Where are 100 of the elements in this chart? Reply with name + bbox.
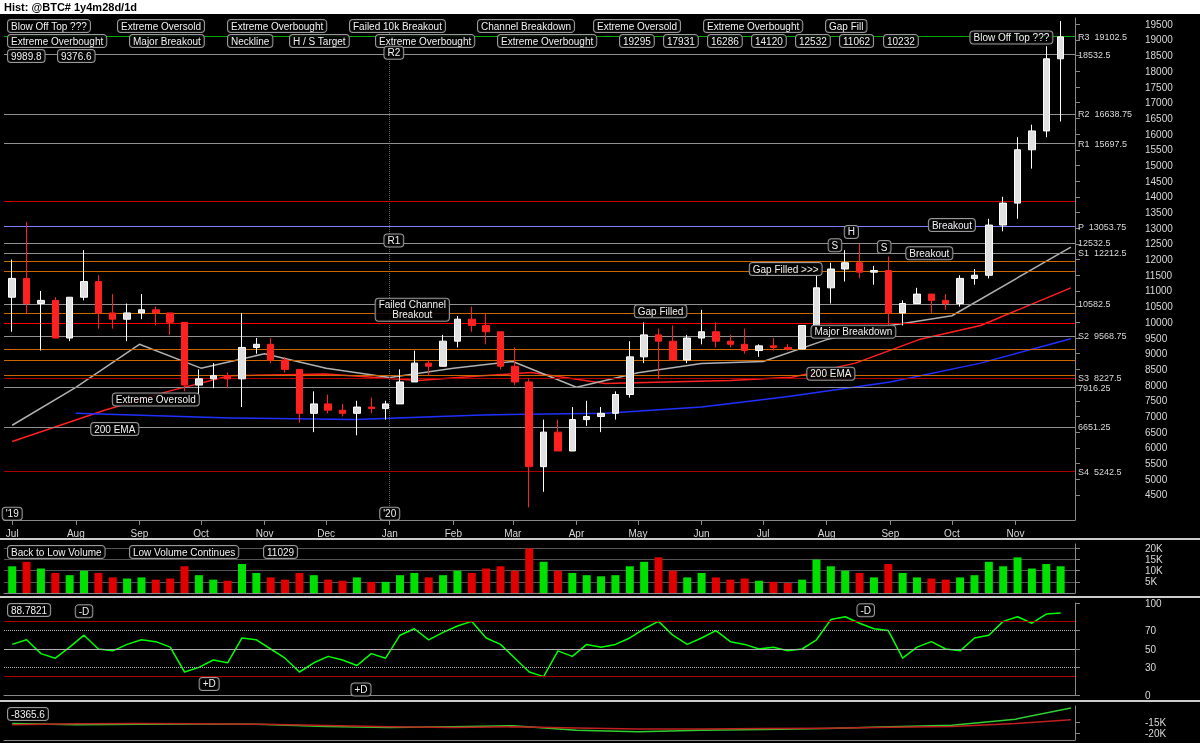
y-tick-label: 13000	[1145, 222, 1174, 234]
y-tick-label: 15000	[1145, 159, 1174, 171]
ref-line-label: 7916.25	[1078, 382, 1111, 393]
annotation: 11029	[267, 546, 295, 558]
annotation: Blow Off Top ???	[973, 31, 1050, 43]
annotation: Back to Low Volume	[11, 546, 103, 558]
ref-line-label: 6651.25	[1078, 422, 1111, 433]
annotation: 9376.6	[61, 50, 93, 62]
annotation: '20	[383, 508, 397, 520]
x-tick-label: Apr	[568, 527, 585, 539]
y-tick-label: 70	[1145, 625, 1157, 637]
y-tick-label: 7000	[1145, 410, 1168, 422]
y-tick-label: 16500	[1145, 112, 1174, 124]
ref-line-label: S4 5242.5	[1078, 466, 1122, 477]
annotation: Major Breakout	[133, 35, 202, 47]
y-tick-label: 11000	[1145, 285, 1173, 297]
y-tick-label: 8500	[1145, 363, 1168, 375]
y-tick-label: 30	[1145, 661, 1157, 673]
y-tick-label: 16000	[1145, 128, 1174, 140]
annotation: Major Breakdown	[814, 326, 893, 338]
y-tick-label: 18000	[1145, 65, 1174, 77]
annotation: H / S Target	[293, 35, 346, 47]
ref-line-label: P 13053.75	[1078, 221, 1127, 232]
x-tick-label: Aug	[817, 527, 836, 539]
annotation: Low Volume Continues	[133, 546, 236, 558]
annotation: Failed Channel Breakout	[378, 299, 446, 321]
y-tick-label: 4500	[1145, 489, 1168, 501]
ref-line-label: 18532.5	[1078, 49, 1111, 60]
annotation: -8365.6	[11, 708, 46, 720]
y-tick-label: 10500	[1145, 301, 1174, 313]
y-tick-label: 18500	[1145, 50, 1174, 62]
ref-line-label: 12532.5	[1078, 237, 1111, 248]
y-tick-label: 17000	[1145, 97, 1174, 109]
annotation: R2	[387, 47, 401, 59]
y-tick-label: 5000	[1145, 473, 1168, 485]
annotation: S	[831, 239, 839, 251]
x-tick-label: Jul	[5, 527, 19, 539]
y-tick-label: 12500	[1145, 238, 1174, 250]
x-tick-label: Jan	[381, 527, 398, 539]
annotation: 11062	[843, 35, 871, 47]
annotation: '19	[5, 508, 20, 520]
annotation: 200 EMA	[810, 368, 852, 380]
y-tick-label: 6500	[1145, 426, 1168, 438]
y-tick-label: 8000	[1145, 379, 1168, 391]
annotation: Extreme Overbought	[501, 35, 594, 47]
annotation: Extreme Overbought	[707, 20, 800, 32]
y-tick-label: 15K	[1145, 554, 1164, 566]
y-tick-label: 12000	[1145, 254, 1174, 266]
y-tick-label: 5500	[1145, 458, 1168, 470]
annotation: -D	[860, 604, 872, 616]
x-tick-label: Dec	[317, 527, 336, 539]
y-tick-label: -15K	[1145, 716, 1167, 728]
annotation: Gap Fill	[829, 20, 864, 32]
annotation: Extreme Overbought	[379, 35, 472, 47]
x-tick-label: Nov	[1006, 527, 1025, 539]
y-tick-label: 0	[1145, 689, 1151, 701]
ref-line-label: R2 16638.75	[1078, 109, 1133, 120]
y-tick-label: -20K	[1145, 727, 1167, 739]
x-tick-label: Oct	[193, 527, 209, 539]
annotation: 16286	[711, 35, 740, 47]
y-tick-label: 10K	[1145, 565, 1164, 577]
y-tick-label: 17500	[1145, 81, 1174, 93]
y-tick-label: 14500	[1145, 175, 1174, 187]
x-tick-label: Jun	[693, 527, 710, 539]
y-tick-label: 6000	[1145, 442, 1168, 454]
annotation: S	[880, 241, 888, 253]
x-tick-label: May	[628, 527, 648, 539]
ref-line-label: R3 19102.5	[1078, 31, 1128, 42]
annotation: Channel Breakdown	[481, 20, 572, 32]
annotation: +D	[202, 678, 216, 690]
annotation: Breakout	[931, 219, 973, 231]
x-tick-label: Mar	[504, 527, 523, 539]
annotation: 200 EMA	[94, 423, 136, 435]
ref-line-label: R1 15697.5	[1078, 138, 1128, 149]
y-tick-label: 9000	[1145, 348, 1168, 360]
x-tick-label: Aug	[66, 527, 85, 539]
y-tick-label: 19000	[1145, 34, 1174, 46]
annotation: Neckline	[231, 35, 270, 47]
annotation: Gap Filled	[637, 305, 684, 317]
annotation: Extreme Overbought	[231, 20, 324, 32]
y-tick-label: 100	[1145, 597, 1163, 609]
y-tick-label: 19500	[1145, 18, 1174, 30]
annotation: Breakout	[909, 247, 950, 259]
annotation: Extreme Oversold	[597, 20, 678, 32]
annotation: Extreme Oversold	[115, 394, 196, 406]
annotation: 17931	[667, 35, 696, 47]
annotation: R1	[387, 234, 401, 246]
annotation: 14120	[755, 35, 784, 47]
x-tick-label: Jul	[756, 527, 770, 539]
x-tick-label: Feb	[444, 527, 463, 539]
annotation: Extreme Overbought	[11, 35, 104, 47]
y-tick-label: 13500	[1145, 207, 1174, 219]
ref-line-label: 10582.5	[1078, 299, 1111, 310]
annotation: 9989.8	[11, 50, 43, 62]
annotation: Failed 10k Breakout	[353, 20, 443, 32]
annotation: 88.7821	[11, 604, 48, 616]
ref-line-label: S2 9568.75	[1078, 330, 1127, 341]
x-tick-label: Nov	[255, 527, 274, 539]
annotation: +D	[354, 683, 368, 695]
y-tick-label: 7500	[1145, 395, 1168, 407]
